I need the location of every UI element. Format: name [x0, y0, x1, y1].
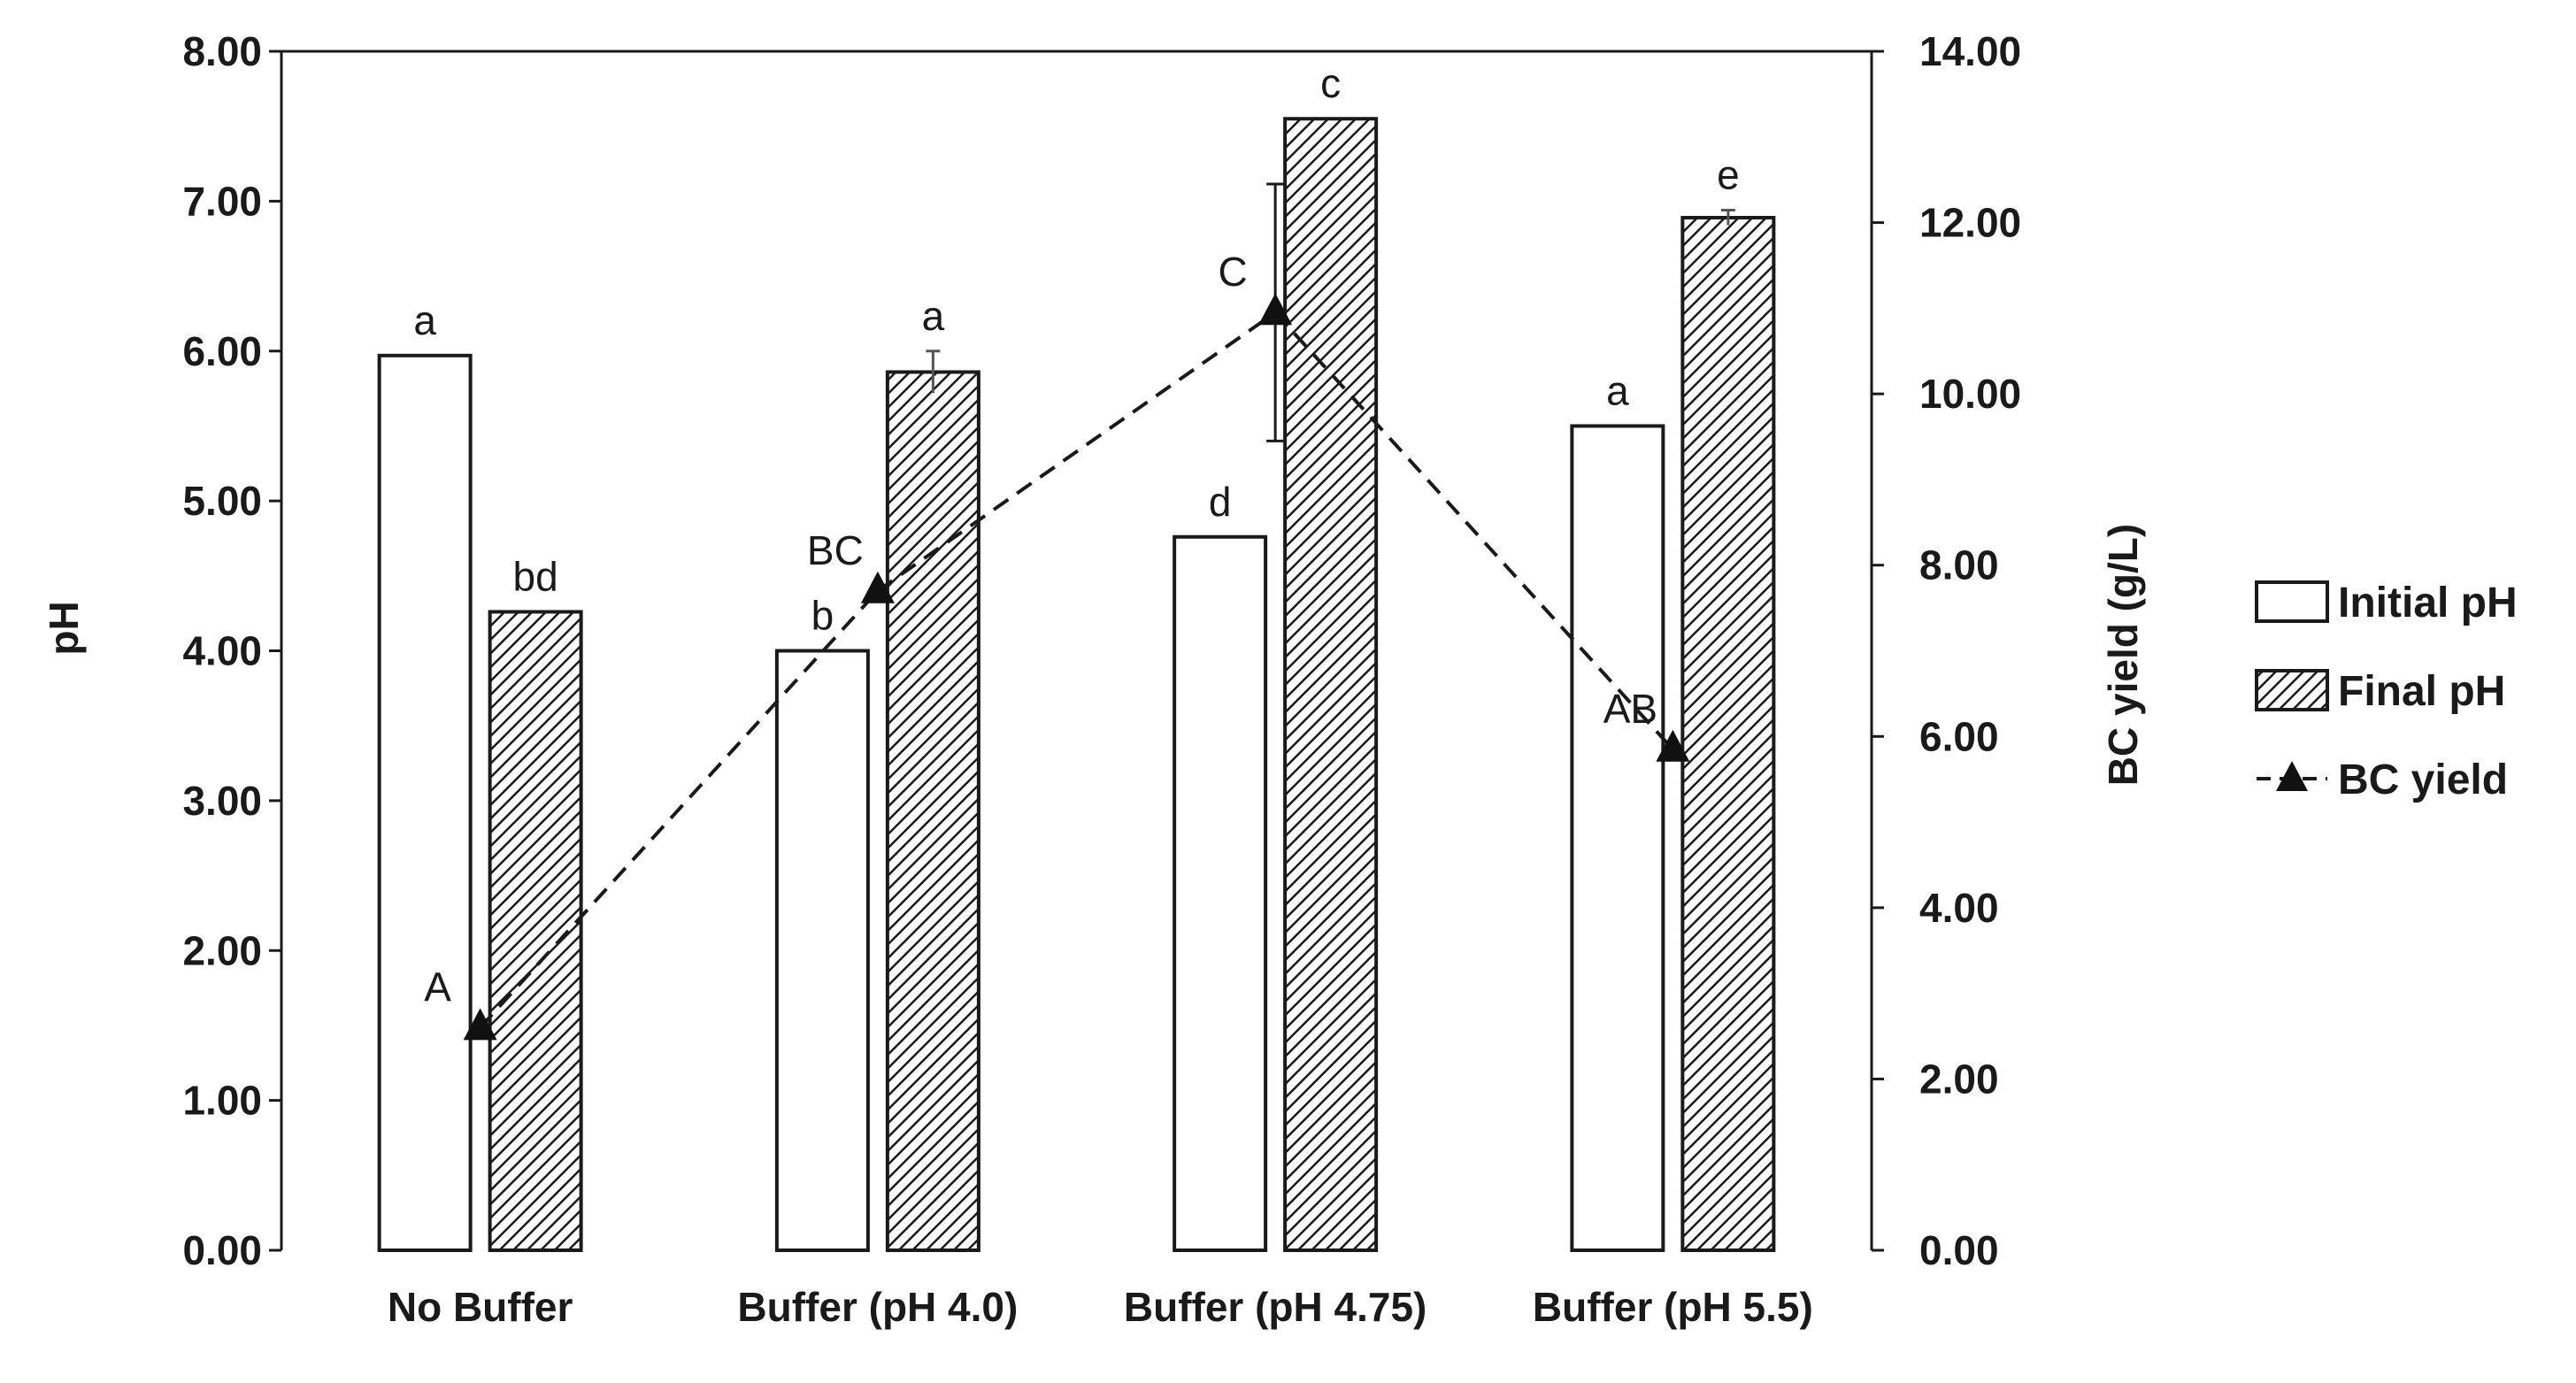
- x-tick-label: Buffer (pH 4.0): [737, 1284, 1018, 1330]
- legend: Initial pH Final pH BC yield: [2255, 580, 2518, 803]
- y2-tick-label: 14.00: [1919, 28, 2021, 74]
- bc-yield-line-segment: [1273, 311, 1674, 751]
- y-tick-label: 1.00: [182, 1078, 262, 1124]
- bc-yield-line-segment: [479, 589, 880, 1029]
- x-tick-label: No Buffer: [388, 1284, 573, 1330]
- significance-letter: c: [1320, 60, 1341, 106]
- bc-yield-triangle-marker: [463, 1008, 497, 1041]
- y2-tick-label: 4.00: [1919, 885, 1999, 931]
- final-ph-bar: [1283, 117, 1379, 1252]
- significance-letter: a: [413, 297, 436, 343]
- y2-tick-label: 6.00: [1919, 713, 1999, 759]
- bc-yield-letter: AB: [1603, 686, 1657, 732]
- x-tick-label: Buffer (pH 4.75): [1124, 1284, 1426, 1330]
- bc-yield-triangle-marker: [1656, 729, 1690, 762]
- significance-letter: a: [922, 293, 945, 339]
- bc-yield-line-segment: [876, 311, 1277, 593]
- bc-yield-letter: A: [424, 964, 451, 1010]
- y2-tick-label: 2.00: [1919, 1056, 1999, 1102]
- bc-yield-triangle-marker: [860, 571, 895, 603]
- legend-initial-ph-swatch: [2255, 580, 2329, 623]
- initial-ph-bar: [774, 649, 870, 1252]
- significance-letter: b: [811, 593, 834, 639]
- legend-bc-yield-marker: [2276, 761, 2308, 791]
- y-tick-label: 4.00: [182, 628, 262, 674]
- final-ph-bar: [885, 370, 980, 1252]
- initial-ph-bar: [1173, 534, 1268, 1252]
- y-tick-label: 3.00: [182, 778, 262, 824]
- final-ph-bar: [1680, 216, 1776, 1253]
- legend-label: Initial pH: [2338, 580, 2518, 626]
- y2-tick-label: 8.00: [1919, 542, 1999, 588]
- significance-letter: d: [1209, 479, 1232, 525]
- y-tick-label: 2.00: [182, 927, 262, 973]
- x-tick-label: Buffer (pH 5.5): [1533, 1284, 1813, 1330]
- legend-label: BC yield: [2338, 757, 2508, 803]
- y-tick-label: 7.00: [182, 178, 262, 224]
- legend-label: Final pH: [2338, 668, 2505, 715]
- y2-axis-title: BC yield (g/L): [2100, 524, 2146, 786]
- significance-letter: e: [1717, 152, 1740, 198]
- y-tick-label: 0.00: [182, 1227, 262, 1273]
- bc-yield-letter: C: [1219, 249, 1248, 295]
- significance-letter: bd: [513, 553, 558, 599]
- initial-ph-bar: [1570, 424, 1665, 1252]
- y2-tick-label: 12.00: [1919, 200, 2021, 246]
- plot-area: 0.00 1.00 2.00 3.00 4.00 5.00 6.00 7.00 8.00 0.00…: [182, 28, 2021, 1330]
- y2-tick-label: 0.00: [1919, 1227, 1999, 1273]
- y-tick-label: 6.00: [182, 328, 262, 374]
- initial-ph-bar: [377, 353, 473, 1252]
- legend-final-ph-swatch: [2255, 669, 2329, 711]
- y-tick-label: 5.00: [182, 478, 262, 524]
- y-axis-title: pH: [41, 601, 87, 655]
- bc-yield-triangle-marker: [1258, 293, 1293, 326]
- y-tick-label: 8.00: [182, 28, 262, 74]
- bc-yield-letter: BC: [807, 527, 864, 573]
- y2-tick-label: 10.00: [1919, 371, 2021, 417]
- significance-letter: a: [1606, 367, 1629, 413]
